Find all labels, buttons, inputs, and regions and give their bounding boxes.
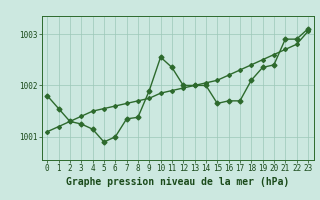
X-axis label: Graphe pression niveau de la mer (hPa): Graphe pression niveau de la mer (hPa) [66,177,289,187]
